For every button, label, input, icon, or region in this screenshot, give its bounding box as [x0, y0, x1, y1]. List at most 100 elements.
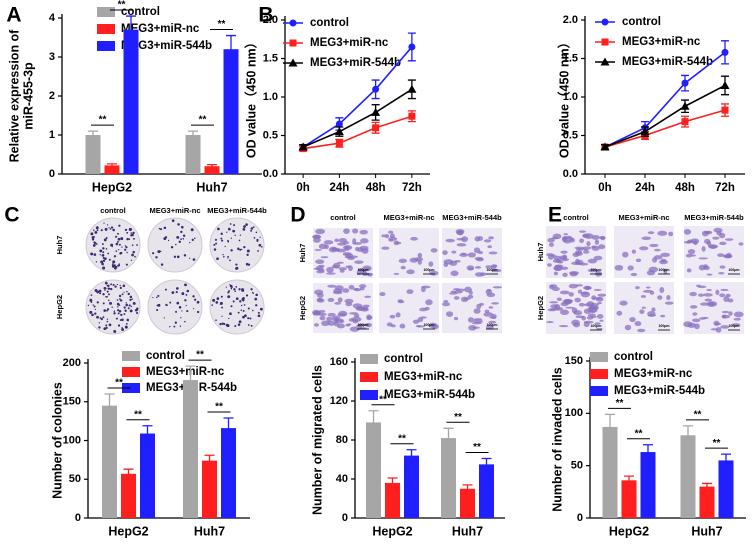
cell	[492, 264, 498, 268]
legend-label: MEG3+miR-544b	[622, 56, 713, 68]
cell	[464, 286, 472, 293]
cell	[354, 260, 364, 264]
cell	[344, 245, 350, 251]
cell	[353, 288, 362, 292]
cell	[332, 290, 343, 295]
cell	[575, 258, 580, 265]
colony	[175, 243, 177, 246]
y-axis-label: OD value（450 nm）	[243, 36, 258, 158]
colony	[227, 257, 229, 259]
colony	[230, 249, 233, 252]
cell	[356, 324, 363, 328]
cell	[488, 251, 498, 255]
colony	[115, 235, 118, 238]
legend-label: MEG3+miR-544b	[384, 389, 475, 401]
colony	[123, 306, 126, 309]
colony	[101, 254, 105, 257]
bar	[121, 473, 136, 518]
cell	[476, 303, 482, 309]
cell	[666, 294, 671, 301]
cell	[568, 292, 574, 297]
cell	[453, 316, 459, 321]
marker	[372, 124, 380, 132]
cell	[572, 252, 580, 258]
cell	[587, 313, 596, 317]
cell	[565, 306, 575, 309]
colony	[124, 248, 127, 251]
colony	[109, 301, 112, 305]
cell	[597, 301, 602, 305]
colony	[130, 305, 133, 308]
colony	[115, 317, 118, 320]
colony	[184, 320, 186, 323]
colony	[238, 288, 241, 291]
cell	[410, 236, 418, 241]
colony	[113, 264, 116, 267]
significance-label: **	[134, 409, 142, 420]
colony	[178, 240, 181, 244]
row-label: HepG2	[55, 295, 64, 319]
cell	[316, 270, 325, 274]
scale-label: 100μm	[658, 324, 669, 328]
colony	[113, 330, 117, 333]
cell	[474, 266, 482, 269]
colony	[228, 290, 231, 292]
colony	[222, 253, 224, 256]
colony	[102, 266, 106, 270]
cell	[326, 316, 332, 322]
cell	[359, 269, 366, 274]
cell	[467, 252, 476, 258]
cell	[362, 304, 370, 308]
cell	[412, 319, 420, 324]
cell	[459, 253, 469, 257]
cell	[472, 326, 480, 329]
colony	[105, 236, 108, 239]
colony	[215, 242, 218, 245]
cell	[349, 326, 360, 332]
cell	[694, 323, 700, 330]
colony	[167, 239, 170, 242]
cell	[334, 301, 341, 305]
colony	[182, 293, 184, 296]
x-tick-label: Huh7	[196, 180, 227, 194]
line	[604, 109, 726, 148]
colony	[186, 289, 190, 293]
colony	[160, 263, 164, 266]
cell	[640, 294, 647, 298]
cell	[549, 308, 559, 311]
cell	[491, 268, 502, 273]
legend-label: MEG3+miR-544b	[121, 40, 212, 52]
colony	[212, 298, 216, 302]
colony	[230, 305, 233, 308]
colony	[196, 310, 200, 314]
cell	[483, 312, 494, 317]
cell	[551, 286, 560, 292]
colony	[119, 286, 122, 290]
y-tick-label: 0	[49, 168, 55, 180]
column-label: MEG3+miR-nc	[618, 213, 669, 222]
row-label: Huh7	[55, 236, 64, 255]
cell	[415, 325, 421, 328]
cell	[718, 272, 725, 275]
cell	[339, 318, 344, 322]
colony	[94, 289, 98, 292]
colony	[247, 324, 250, 326]
cell	[586, 241, 591, 247]
legend-label: control	[614, 351, 653, 363]
colony	[93, 253, 97, 256]
colony	[252, 292, 255, 294]
cell	[709, 244, 718, 249]
cell	[428, 322, 438, 329]
scale-label: 100μm	[590, 268, 601, 272]
colony	[245, 262, 249, 266]
colony	[246, 249, 250, 253]
cell	[687, 248, 696, 255]
cell	[318, 264, 325, 268]
cell	[325, 272, 336, 275]
colony	[185, 294, 188, 296]
colony	[235, 297, 239, 301]
bar	[185, 135, 201, 174]
colony	[103, 309, 107, 312]
colony	[240, 309, 243, 311]
cell	[548, 254, 554, 260]
